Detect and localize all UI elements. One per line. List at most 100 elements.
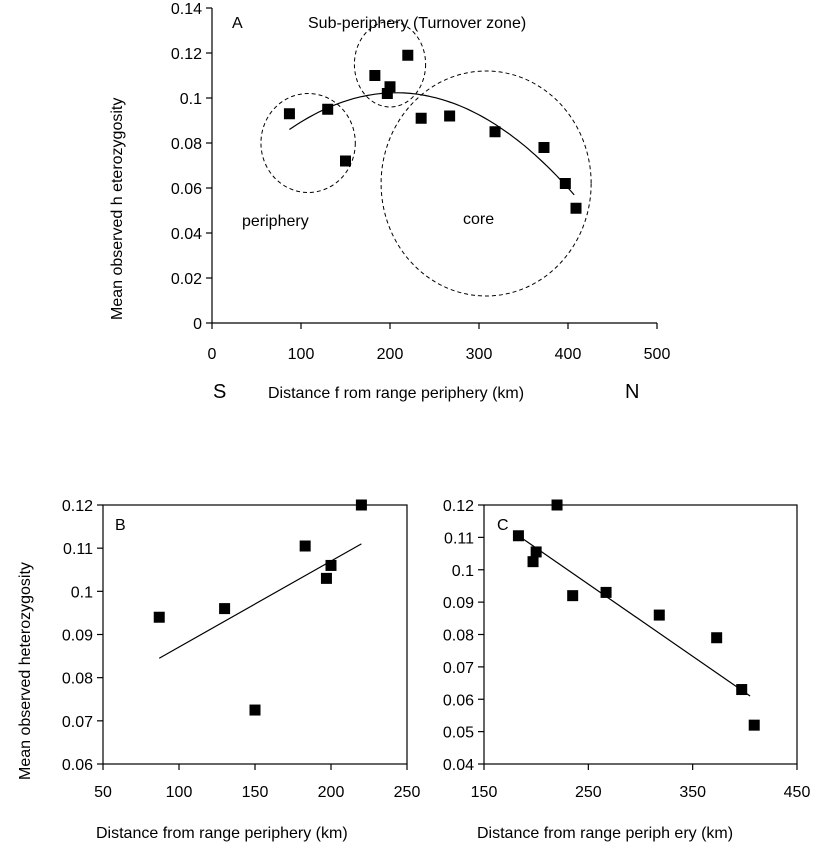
x-axis-label-a: Distance f rom range periphery (km) [268, 385, 524, 402]
y-tick-label-b: 0.06 [62, 757, 93, 774]
data-point-b [325, 559, 337, 571]
y-tick-label-c: 0.04 [443, 757, 474, 774]
data-point-a [369, 70, 381, 81]
points-a [283, 49, 582, 214]
x-tick-label-a: 300 [466, 346, 493, 363]
y-tick-label-a: 0.08 [171, 136, 202, 153]
x-tick-label-c: 250 [575, 784, 602, 801]
panel-label-c: C [497, 517, 509, 534]
panel-label-b: B [115, 517, 126, 534]
y-tick-label-a: 0.02 [171, 271, 202, 288]
data-point-c [711, 632, 723, 644]
data-point-b [249, 704, 261, 716]
data-point-a [384, 81, 396, 93]
x-tick-label-a: 500 [644, 346, 671, 363]
direction-south: S [213, 381, 226, 403]
y-tick-label-a: 0 [193, 316, 202, 333]
data-point-c [736, 684, 748, 696]
y-tick-label-c: 0.12 [443, 498, 474, 515]
y-tick-label-c: 0.1 [452, 563, 474, 580]
y-tick-label-b: 0.09 [62, 628, 93, 645]
axes-a: 0 0.02 0.04 0.06 0.08 0.1 0.12 0.14 0 100 200 300 40… [171, 1, 671, 363]
chart-a: 0 0.02 0.04 0.06 0.08 0.1 0.12 0.14 0 100 200 300 40… [109, 1, 670, 403]
x-tick-label-a: 0 [208, 346, 217, 363]
y-tick-label-c: 0.05 [443, 725, 474, 742]
data-point-a [570, 202, 582, 214]
data-point-b [320, 572, 332, 584]
points-b [153, 499, 367, 716]
y-tick-label-a: 0.06 [171, 181, 202, 198]
region-sub-periphery [353, 21, 427, 108]
x-tick-label-a: 400 [555, 346, 582, 363]
y-tick-label-b: 0.1 [71, 584, 93, 601]
x-tick-label-a: 200 [377, 346, 404, 363]
data-point-a [340, 155, 351, 167]
data-point-b [355, 499, 367, 511]
y-tick-label-c: 0.08 [443, 628, 474, 645]
y-tick-label-b: 0.07 [62, 714, 93, 731]
trendline-a [289, 92, 575, 196]
annotation-periphery: periphery [242, 213, 309, 230]
data-point-a [538, 142, 550, 153]
x-tick-label-c: 350 [679, 784, 706, 801]
x-tick-label-b: 50 [94, 784, 112, 801]
data-point-b [219, 603, 231, 615]
x-axis-label-b: Distance from range periphery (km) [96, 825, 348, 842]
y-tick-label-a: 0.04 [171, 226, 202, 243]
data-point-c [551, 499, 563, 511]
annotation-core: core [463, 211, 494, 228]
data-point-a [559, 178, 571, 189]
data-point-a [402, 49, 414, 61]
chart-b: 0.06 0.07 0.08 0.09 0.1 0.11 0.12 50 100 150 200 25… [62, 498, 421, 842]
points-c [512, 499, 760, 731]
y-tick-label-b: 0.08 [62, 671, 93, 688]
axes-b: 0.06 0.07 0.08 0.09 0.1 0.11 0.12 50 100 150 200 25… [62, 498, 421, 801]
y-tick-label-c: 0.11 [444, 530, 474, 547]
y-tick-label-c: 0.09 [443, 595, 474, 612]
data-point-a [381, 88, 393, 99]
x-tick-label-b: 200 [318, 784, 345, 801]
y-tick-label-c: 0.06 [443, 692, 474, 709]
data-point-c [512, 530, 524, 542]
data-point-c [600, 586, 612, 598]
x-tick-label-b: 250 [394, 784, 421, 801]
trendline-c [518, 535, 751, 697]
y-tick-label-a: 0.1 [180, 91, 202, 108]
trend-curve-a [289, 92, 575, 196]
data-point-b [299, 540, 311, 552]
data-point-c [653, 609, 665, 621]
y-tick-label-a: 0.12 [171, 46, 202, 63]
x-tick-label-c: 150 [471, 784, 498, 801]
x-tick-label-c: 450 [784, 784, 811, 801]
regions-a [260, 21, 592, 297]
data-point-c [527, 556, 539, 568]
y-tick-label-b: 0.12 [62, 498, 93, 515]
data-point-c [530, 546, 542, 558]
data-point-c [748, 719, 760, 731]
region-core [380, 70, 592, 297]
x-tick-label-a: 100 [288, 346, 315, 363]
shared-y-axis-label: Mean observed heterozygosity [17, 562, 34, 780]
data-point-a [283, 108, 295, 120]
data-point-a [415, 112, 427, 124]
y-tick-label-c: 0.07 [443, 660, 474, 677]
axes-c: 0.04 0.05 0.06 0.07 0.08 0.09 0.1 0.11 0.12 150 25… [443, 498, 811, 801]
x-axis-label-c: Distance from range periph ery (km) [477, 825, 733, 842]
data-point-b [153, 611, 165, 623]
x-tick-label-b: 150 [242, 784, 269, 801]
annotation-sub-periphery: Sub-periphery (Turnover zone) [308, 15, 526, 32]
data-point-a [489, 126, 501, 138]
y-axis-label-a: Mean observed h eterozygosity [109, 98, 126, 320]
chart-c: 0.04 0.05 0.06 0.07 0.08 0.09 0.1 0.11 0.12 150 25… [443, 498, 811, 842]
direction-north: N [625, 381, 639, 403]
x-tick-label-b: 100 [166, 784, 193, 801]
panel-label-a: A [232, 15, 243, 32]
y-tick-label-b: 0.11 [63, 541, 93, 558]
data-point-a [322, 103, 334, 115]
region-periphery [260, 93, 356, 193]
data-point-a [444, 110, 456, 122]
y-tick-label-a: 0.14 [171, 1, 202, 18]
trend-line-c [518, 535, 751, 697]
data-point-c [567, 590, 579, 602]
